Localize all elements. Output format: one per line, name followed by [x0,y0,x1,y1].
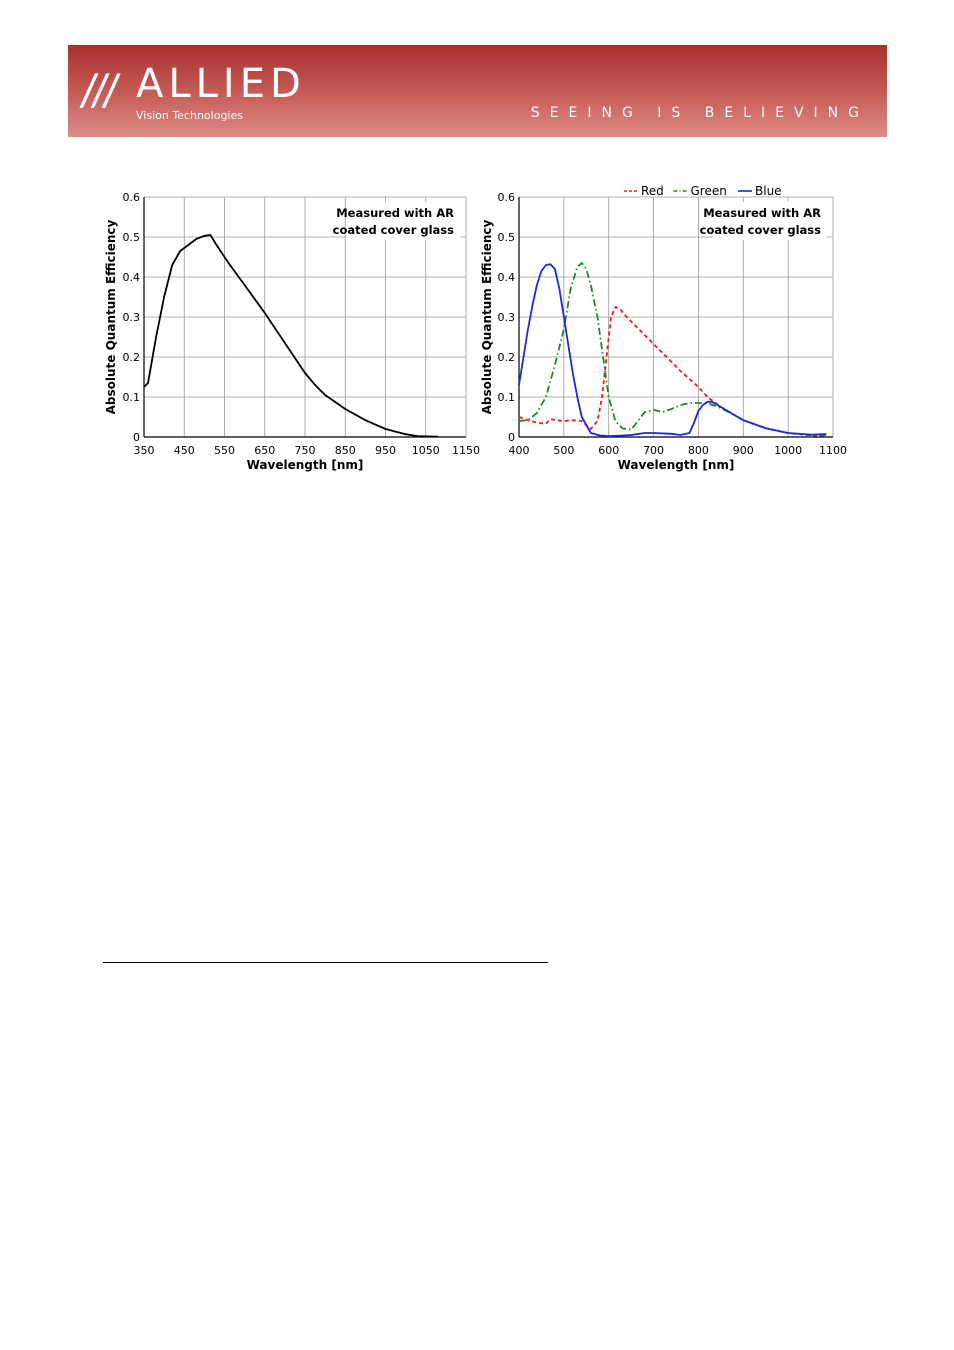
x-axis-label: Wavelength [nm] [618,458,735,472]
y-tick-label: 0.5 [498,231,516,244]
y-tick-label: 0.1 [123,391,141,404]
logo-subtitle: Vision Technologies [136,109,243,122]
x-tick-label: 500 [553,444,574,457]
annotation-line: coated cover glass [700,223,821,237]
color-qe-chart: 0 0.1 0.2 0.3 0.4 0.5 0.6 400 500 600 700 800 900 100… [480,185,847,472]
annotation-line: coated cover glass [333,223,454,237]
y-tick-label: 0.2 [123,351,141,364]
y-tick-label: 0.6 [498,191,516,204]
x-tick-label: 750 [295,444,316,457]
logo-wordmark: ALLIED [136,61,306,107]
monochrome-qe-chart: 0 0.1 0.2 0.3 0.4 0.5 0.6 350 450 550 650 750 850 950… [104,191,480,472]
logo-slashes: /// [78,65,119,114]
x-tick-label: 950 [375,444,396,457]
x-tick-label: 600 [598,444,619,457]
y-tick-label: 0.3 [123,311,141,324]
x-tick-label: 1100 [819,444,847,457]
x-tick-label: 350 [134,444,155,457]
y-tick-label: 0 [508,431,515,444]
annotation-line: Measured with AR [336,206,454,220]
header-banner: /// ALLIED Vision Technologies SEEING IS… [68,45,887,137]
legend-label-red: Red [641,185,664,198]
series-line-red [518,306,827,437]
footnote-separator [103,962,548,963]
series-line-blue [518,263,827,438]
y-tick-label: 0 [133,431,140,444]
x-tick-label: 900 [733,444,754,457]
y-tick-label: 0.4 [498,271,516,284]
x-tick-label: 1050 [412,444,440,457]
y-tick-label: 0.5 [123,231,141,244]
y-tick-label: 0.2 [498,351,516,364]
x-axis-label: Wavelength [nm] [247,458,364,472]
x-tick-label: 450 [174,444,195,457]
slogan: SEEING IS BELIEVING [530,105,869,121]
y-axis-label: Absolute Quantum Efficiency [104,219,118,414]
y-tick-label: 0.6 [123,191,141,204]
x-tick-label: 700 [643,444,664,457]
x-tick-label: 1150 [452,444,480,457]
legend-label-green: Green [691,185,727,198]
x-tick-label: 400 [509,444,530,457]
series-line-qe [143,234,438,438]
annotation-line: Measured with AR [703,206,821,220]
x-tick-label: 650 [254,444,275,457]
y-axis-label: Absolute Quantum Efficiency [480,219,494,414]
y-tick-label: 0.4 [123,271,141,284]
x-tick-label: 800 [688,444,709,457]
y-tick-label: 0.3 [498,311,516,324]
legend-label-blue: Blue [755,185,782,198]
x-tick-label: 1000 [774,444,802,457]
annotation-box [346,202,460,240]
series-line-green [518,262,827,436]
y-tick-label: 0.1 [498,391,516,404]
x-tick-label: 850 [335,444,356,457]
x-tick-label: 550 [214,444,235,457]
annotation-box [713,202,827,240]
